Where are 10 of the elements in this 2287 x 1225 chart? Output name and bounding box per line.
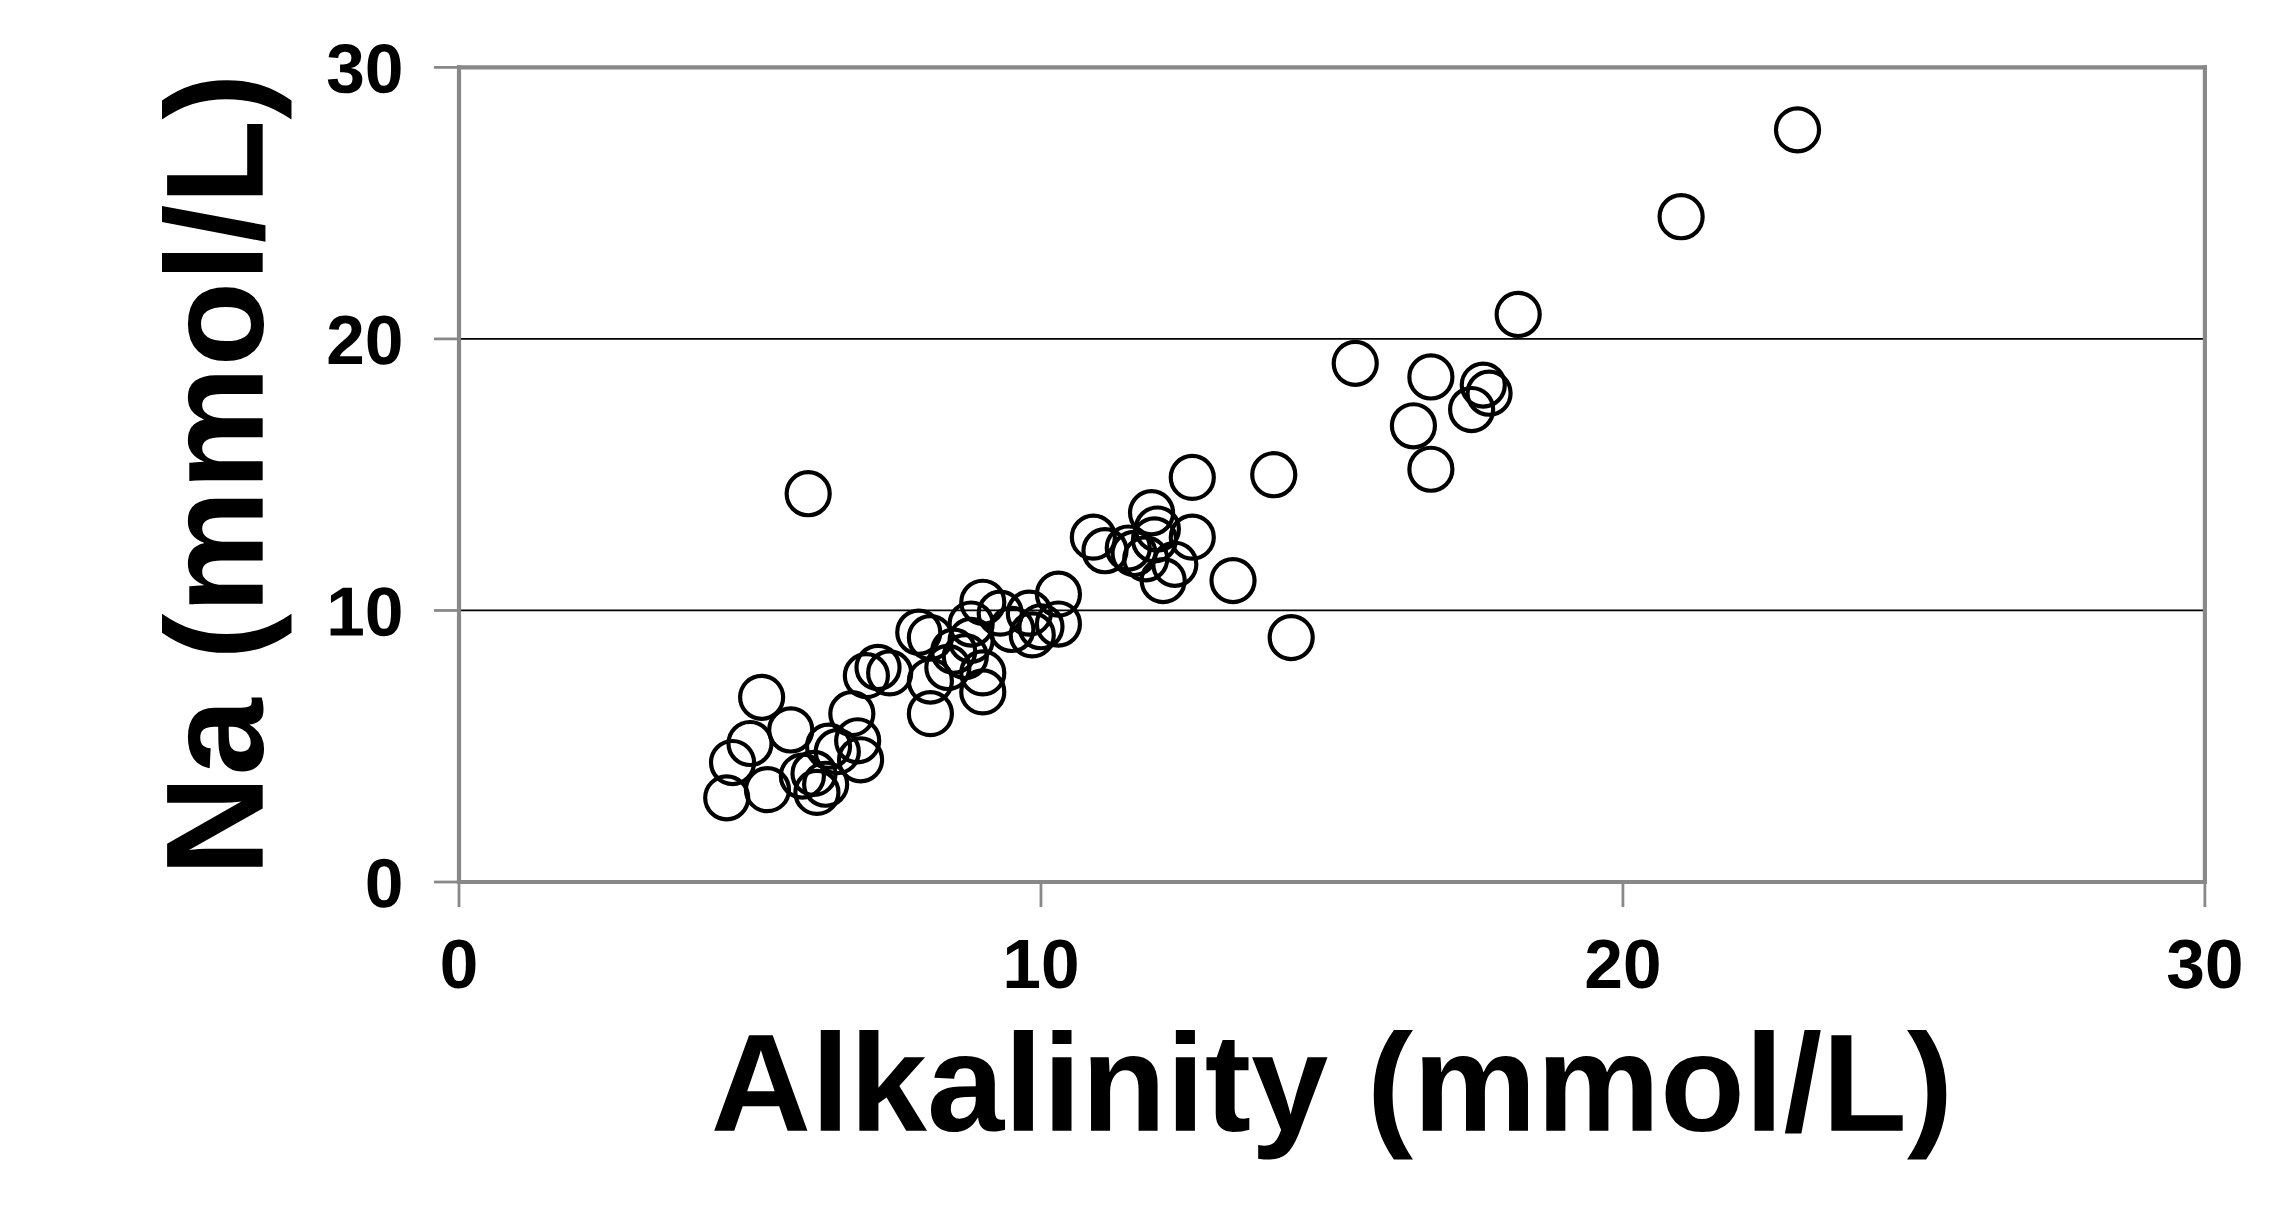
- x-tick-label: 20: [1586, 939, 1659, 989]
- y-axis-title: Na (mmol/L): [162, 80, 292, 867]
- y-tick-label: 20: [328, 315, 401, 365]
- y-tick-label: 0: [367, 858, 401, 908]
- x-axis-title: Alkalinity (mmol/L): [714, 1030, 1947, 1160]
- y-tick-label: 10: [330, 587, 401, 637]
- x-tick-label: 0: [442, 939, 476, 989]
- x-tick-label: 30: [2167, 939, 2241, 989]
- y-tick-label: 30: [327, 44, 401, 94]
- x-tick-label: 10: [1006, 939, 1077, 989]
